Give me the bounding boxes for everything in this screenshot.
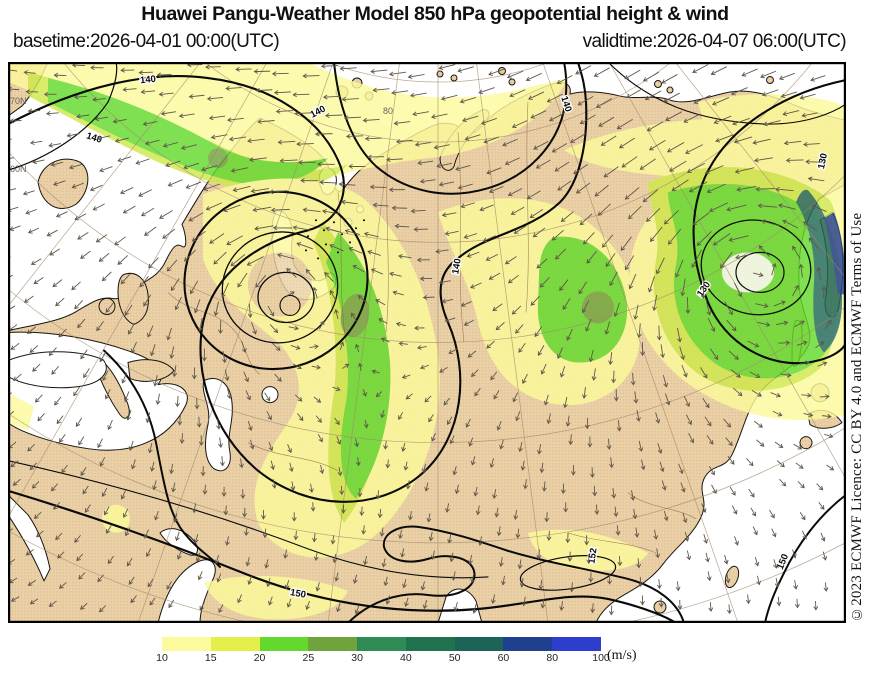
colorbar-segment [259,637,309,651]
map-area: 70N 60N 80 [0,0,870,644]
windspeed-colorbar [162,637,602,651]
colorbar-segment [503,637,553,651]
colorbar-tick: 20 [253,652,266,664]
license-text: ©2023 ECMWF Licence: CC BY 4.0 and ECMWF… [849,212,865,622]
colorbar-tick: 100 [592,652,610,664]
ireland [98,297,116,315]
lat-label: 60N [10,164,27,174]
lake-speckles [305,219,365,260]
colorbar-segment [552,637,602,651]
hainan [653,600,667,614]
map-frame [7,61,847,624]
arabian-sea-notch [157,559,216,624]
basetime-label: basetime:2026-04-01 00:00(UTC) [13,31,280,52]
colorbar-segment [357,637,406,651]
red-sea [7,494,51,582]
colorbar-tick: 60 [497,652,510,664]
colorbar-tick-labels: 10 15 20 25 30 40 50 60 80 100 [156,652,622,666]
validtime-label: validtime:2026-04-07 06:00(UTC) [582,31,847,52]
aral-sea [261,386,279,404]
lon-label: 80 [383,106,393,116]
colorbar-segment [454,637,504,651]
contour-label: 140 [140,74,157,87]
contour-layer [6,60,848,625]
colorbar-tick: 30 [351,652,363,664]
colorbar-tick: 15 [204,652,217,664]
black-sea [7,351,107,389]
colorbar-segment [162,637,211,651]
lat-label: 70N [10,96,27,106]
colorbar-tick: 10 [156,652,168,664]
colorbar-segment [210,637,260,651]
colorbar-tick: 80 [546,652,559,664]
graticule-labels: 70N 60N 80 [10,96,393,174]
colorbar-unit: (m/s) [607,648,637,663]
colorbar-tick: 40 [400,652,412,664]
iceland [37,158,89,209]
colorbar-tick: 25 [302,652,315,664]
colorbar-tick: 50 [448,652,461,664]
colorbar-segment [308,637,358,651]
contour-label: 150 [289,587,307,601]
contour-label: 130 [816,152,830,170]
colorbar-segment [405,637,455,651]
weather-map: 70N 60N 80 [0,0,870,644]
contour-labels: 140 140 140 140 130 150 150 152 130 140 [83,72,831,602]
page-title: Huawei Pangu-Weather Model 850 hPa geopo… [141,3,729,25]
wind-shading-layer [8,62,846,620]
anatolia [127,359,175,382]
contour-label: 140 [450,258,464,276]
rivers-borders-layer [167,102,697,554]
